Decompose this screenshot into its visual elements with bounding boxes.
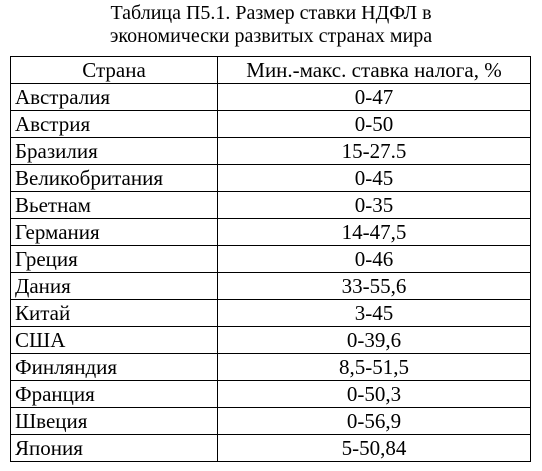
table-row: Финляндия 8,5-51,5	[10, 353, 531, 381]
rate-cell: 5-50,84	[217, 434, 531, 462]
table-row: Франция 0-50,3	[10, 380, 531, 408]
header-rate: Мин.-макс. ставка налога, %	[217, 56, 531, 84]
table-caption: Таблица П5.1. Размер ставки НДФЛ в эконо…	[0, 2, 542, 48]
rate-cell: 0-45	[217, 164, 531, 192]
caption-line-1: Таблица П5.1. Размер ставки НДФЛ в	[110, 2, 432, 24]
table-row: Австрия 0-50	[10, 110, 531, 138]
header-country: Страна	[10, 56, 218, 84]
rate-cell: 0-56,9	[217, 407, 531, 435]
country-cell: Великобритания	[10, 164, 218, 192]
country-cell: Австралия	[10, 83, 218, 111]
rate-cell: 8,5-51,5	[217, 353, 531, 381]
table-body: Австралия 0-47 Австрия 0-50 Бразилия 15-27.5 В…	[10, 83, 531, 462]
table-row: Греция 0-46	[10, 245, 531, 273]
country-cell: Вьетнам	[10, 191, 218, 219]
country-cell: Германия	[10, 218, 218, 246]
rate-cell: 0-39,6	[217, 326, 531, 354]
caption-line-2: экономически развитых странах мира	[109, 25, 433, 47]
country-cell: Финляндия	[10, 353, 218, 381]
rate-cell: 0-47	[217, 83, 531, 111]
table-row: США 0-39,6	[10, 326, 531, 354]
country-cell: Бразилия	[10, 137, 218, 165]
rate-cell: 14-47,5	[217, 218, 531, 246]
table-row: Китай 3-45	[10, 299, 531, 327]
table-row: Швеция 0-56,9	[10, 407, 531, 435]
rate-cell: 0-46	[217, 245, 531, 273]
table-row: Дания 33-55,6	[10, 272, 531, 300]
rate-cell: 0-35	[217, 191, 531, 219]
rate-cell: 3-45	[217, 299, 531, 327]
table-row: Япония 5-50,84	[10, 434, 531, 462]
country-cell: Греция	[10, 245, 218, 273]
country-cell: Франция	[10, 380, 218, 408]
rate-cell: 0-50,3	[217, 380, 531, 408]
rate-cell: 15-27.5	[217, 137, 531, 165]
table-row: Австралия 0-47	[10, 83, 531, 111]
country-cell: Китай	[10, 299, 218, 327]
table-row: Германия 14-47,5	[10, 218, 531, 246]
rate-cell: 33-55,6	[217, 272, 531, 300]
country-cell: Япония	[10, 434, 218, 462]
country-cell: Австрия	[10, 110, 218, 138]
table-row: Великобритания 0-45	[10, 164, 531, 192]
country-cell: Швеция	[10, 407, 218, 435]
rate-cell: 0-50	[217, 110, 531, 138]
country-cell: США	[10, 326, 218, 354]
table-row: Вьетнам 0-35	[10, 191, 531, 219]
table-row: Бразилия 15-27.5	[10, 137, 531, 165]
country-cell: Дания	[10, 272, 218, 300]
tax-rate-table: Страна Мин.-макс. ставка налога, % Австр…	[10, 56, 531, 462]
table-header-row: Страна Мин.-макс. ставка налога, %	[10, 56, 531, 84]
